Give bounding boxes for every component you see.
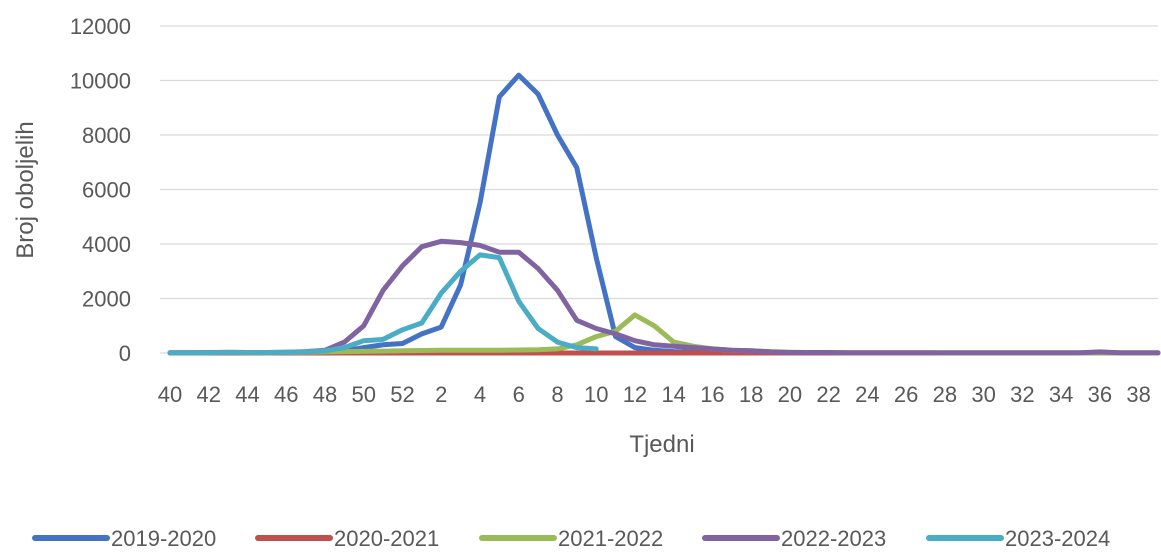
x-tick-label: 40 — [158, 382, 182, 407]
x-axis-title: Tjedni — [629, 431, 694, 458]
x-tick-label: 12 — [623, 382, 647, 407]
x-tick-label: 28 — [933, 382, 957, 407]
y-axis-title: Broj oboljelih — [12, 121, 39, 258]
legend-label: 2021-2022 — [558, 526, 663, 549]
x-tick-label: 32 — [1010, 382, 1034, 407]
x-tick-label: 46 — [274, 382, 298, 407]
x-tick-label: 42 — [197, 382, 221, 407]
legend-label: 2019-2020 — [111, 526, 216, 549]
x-tick-label: 6 — [513, 382, 525, 407]
y-tick-label: 8000 — [82, 123, 131, 148]
x-tick-label: 38 — [1126, 382, 1150, 407]
x-tick-label: 4 — [474, 382, 486, 407]
x-tick-label: 36 — [1088, 382, 1112, 407]
x-tick-label: 50 — [351, 382, 375, 407]
x-tick-label: 2 — [435, 382, 447, 407]
x-tick-label: 24 — [855, 382, 879, 407]
legend-label: 2023-2024 — [1005, 526, 1110, 549]
x-tick-label: 34 — [1049, 382, 1073, 407]
x-tick-label: 48 — [313, 382, 337, 407]
y-tick-label: 10000 — [70, 69, 131, 94]
y-tick-label: 2000 — [82, 287, 131, 312]
y-tick-label: 6000 — [82, 178, 131, 203]
series-line-2019-2020 — [167, 72, 1161, 356]
x-tick-label: 18 — [739, 382, 763, 407]
x-tick-label: 20 — [778, 382, 802, 407]
x-axis-ticks: 40 42 44 46 48 50 52 2 4 6 8 10 12 14 16 18 20 22 24 26 28 30… — [158, 382, 1151, 407]
x-tick-label: 14 — [661, 382, 685, 407]
x-tick-label: 30 — [971, 382, 995, 407]
x-tick-label: 22 — [816, 382, 840, 407]
series-lines — [167, 72, 1161, 356]
x-tick-label: 26 — [894, 382, 918, 407]
legend-label: 2022-2023 — [781, 526, 886, 549]
y-tick-label: 0 — [119, 341, 131, 366]
legend: 2019-2020 2020-2021 2021-2022 2022-2023 2023… — [32, 526, 1110, 551]
x-tick-label: 44 — [235, 382, 259, 407]
gridlines — [160, 25, 1158, 354]
series-line-2022-2023 — [167, 238, 1161, 356]
y-tick-label: 12000 — [70, 14, 131, 39]
x-tick-label: 8 — [551, 382, 563, 407]
x-tick-label: 52 — [390, 382, 414, 407]
x-tick-label: 10 — [584, 382, 608, 407]
y-tick-label: 4000 — [82, 232, 131, 257]
y-axis-ticks: 0 2000 4000 6000 8000 10000 12000 — [70, 14, 131, 366]
series-line-2023-2024 — [167, 252, 599, 356]
x-tick-label: 16 — [700, 382, 724, 407]
legend-label: 2020-2021 — [334, 526, 439, 549]
